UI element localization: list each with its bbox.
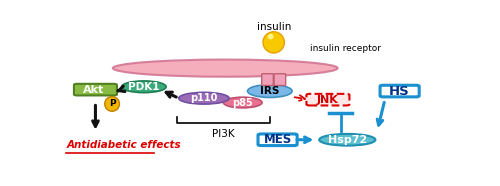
Text: insulin: insulin xyxy=(256,22,291,32)
Ellipse shape xyxy=(268,34,274,40)
Ellipse shape xyxy=(263,32,284,53)
Ellipse shape xyxy=(122,81,166,93)
FancyBboxPatch shape xyxy=(262,74,274,86)
FancyBboxPatch shape xyxy=(258,134,297,146)
Text: Antidiabetic effects: Antidiabetic effects xyxy=(66,140,181,150)
Text: Akt: Akt xyxy=(83,85,104,95)
FancyBboxPatch shape xyxy=(306,94,350,105)
Ellipse shape xyxy=(113,60,338,77)
Text: PI3K: PI3K xyxy=(212,129,234,139)
Text: P: P xyxy=(109,100,116,108)
FancyBboxPatch shape xyxy=(74,84,117,95)
Ellipse shape xyxy=(179,92,229,104)
Text: JNK: JNK xyxy=(317,95,339,105)
Ellipse shape xyxy=(319,134,376,146)
FancyBboxPatch shape xyxy=(274,74,285,86)
Text: insulin receptor: insulin receptor xyxy=(310,44,382,53)
Ellipse shape xyxy=(104,97,120,111)
Text: p110: p110 xyxy=(190,93,218,103)
Ellipse shape xyxy=(224,97,262,108)
Text: PDK1: PDK1 xyxy=(128,82,160,92)
FancyBboxPatch shape xyxy=(380,85,419,97)
Ellipse shape xyxy=(248,85,292,97)
Text: MES: MES xyxy=(264,133,291,146)
Text: Hsp72: Hsp72 xyxy=(328,135,367,145)
Text: IRS: IRS xyxy=(260,86,280,96)
Text: p85: p85 xyxy=(232,97,253,108)
Text: HS: HS xyxy=(389,85,410,98)
